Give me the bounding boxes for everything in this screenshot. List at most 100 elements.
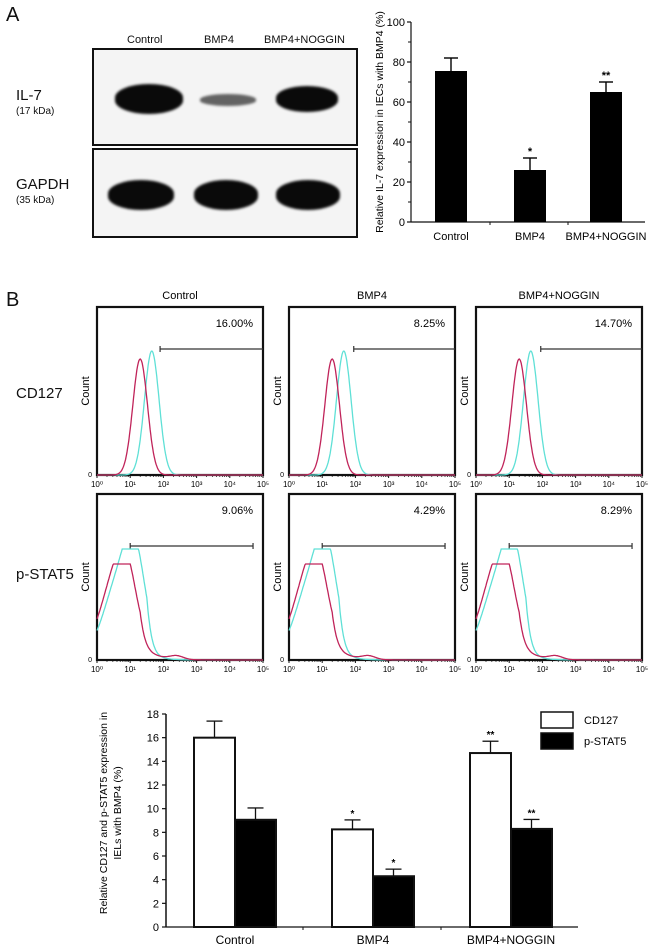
il7-bar bbox=[435, 71, 467, 222]
x-tick-label: 10⁵ bbox=[257, 480, 269, 489]
x-tick-label: 10¹ bbox=[503, 480, 515, 489]
flow-column-title: BMP4+NOGGIN bbox=[519, 290, 600, 302]
bottom-y-tick-label: 18 bbox=[147, 709, 159, 721]
legend-label-p-stat5: p-STAT5 bbox=[584, 736, 626, 748]
legend-swatch-p-stat5 bbox=[540, 732, 574, 750]
count-axis-label: Count bbox=[80, 376, 92, 405]
flow-row-label-pstat5: p-STAT5 bbox=[16, 566, 74, 583]
count-axis-label: Count bbox=[272, 562, 284, 591]
bar-p-stat5 bbox=[234, 818, 277, 928]
bar-p-stat5 bbox=[372, 875, 415, 928]
il7-x-label: Control bbox=[433, 231, 468, 243]
x-tick-label: 10⁴ bbox=[224, 665, 237, 674]
il7-y-tick-label: 20 bbox=[393, 177, 405, 189]
x-tick-label: 10¹ bbox=[503, 665, 515, 674]
zero-label: 0 bbox=[467, 472, 471, 479]
x-tick-label: 10⁰ bbox=[470, 665, 482, 674]
significance-marker: ** bbox=[602, 70, 611, 82]
il7-chart-ylabel-line1: Relative IL-7 expression in IECs with BM… bbox=[374, 11, 386, 233]
x-tick-label: 10³ bbox=[191, 665, 203, 674]
count-axis-label: Count bbox=[459, 562, 471, 591]
x-tick-label: 10⁰ bbox=[283, 665, 295, 674]
bottom-y-tick-label: 12 bbox=[147, 780, 159, 792]
x-tick-label: 10¹ bbox=[316, 480, 328, 489]
band-il7-bmp4 bbox=[200, 94, 256, 106]
x-tick-label: 10² bbox=[158, 480, 170, 489]
x-tick-label: 10⁰ bbox=[283, 480, 295, 489]
gate-percent: 14.70% bbox=[595, 318, 633, 330]
count-axis-label: Count bbox=[80, 562, 92, 591]
isotype-curve bbox=[289, 358, 455, 476]
bottom-y-tick-label: 8 bbox=[153, 827, 159, 839]
bottom-y-tick-label: 0 bbox=[153, 922, 159, 934]
legend-swatch-cd127 bbox=[540, 711, 574, 729]
blot-row-label-il7: IL-7 bbox=[16, 87, 42, 104]
flow-column-title: Control bbox=[162, 290, 197, 302]
gate-percent: 9.06% bbox=[222, 505, 253, 517]
bottom-y-tick-label: 4 bbox=[153, 875, 159, 887]
x-tick-label: 10³ bbox=[191, 480, 203, 489]
panel-a-label: A bbox=[6, 4, 20, 26]
bottom-y-tick-label: 10 bbox=[147, 804, 159, 816]
bar-cd127 bbox=[331, 828, 374, 928]
il7-bar-chart: Relative IL-7 expression in IECs with BM… bbox=[374, 11, 647, 243]
isotype-curve bbox=[288, 563, 455, 661]
band-gapdh-control bbox=[108, 180, 174, 210]
il7-y-tick-label: 60 bbox=[393, 97, 405, 109]
significance-marker: * bbox=[351, 809, 355, 820]
count-axis-label: Count bbox=[459, 376, 471, 405]
band-il7-control bbox=[115, 84, 183, 114]
il7-x-label: BMP4 bbox=[515, 231, 545, 243]
bottom-x-label: BMP4 bbox=[357, 933, 390, 947]
x-tick-label: 10⁴ bbox=[603, 480, 616, 489]
x-tick-label: 10² bbox=[537, 665, 549, 674]
gate-percent: 8.29% bbox=[601, 505, 632, 517]
band-gapdh-bmp4 bbox=[194, 180, 258, 210]
significance-marker: * bbox=[528, 146, 533, 158]
blot-row-size-il7: (17 kDa) bbox=[16, 106, 55, 117]
x-tick-label: 10² bbox=[537, 480, 549, 489]
zero-label: 0 bbox=[280, 657, 284, 664]
isotype-curve bbox=[476, 358, 642, 476]
bottom-y-tick-label: 6 bbox=[153, 851, 159, 863]
zero-label: 0 bbox=[88, 472, 92, 479]
il7-chart-y-ticks: 0 20 40 60 80 100 bbox=[387, 17, 411, 229]
x-tick-label: 10² bbox=[350, 480, 362, 489]
bottom-y-tick-label: 14 bbox=[147, 756, 159, 768]
x-tick-label: 10⁵ bbox=[636, 480, 648, 489]
il7-y-tick-label: 40 bbox=[393, 137, 405, 149]
bottom-y-tick-label: 2 bbox=[153, 898, 159, 910]
count-axis-label: Count bbox=[272, 376, 284, 405]
il7-bar bbox=[590, 92, 622, 222]
il7-x-label: BMP4+NOGGIN bbox=[566, 231, 647, 243]
x-tick-label: 10³ bbox=[570, 480, 582, 489]
il7-y-tick-label: 0 bbox=[399, 217, 405, 229]
significance-marker: ** bbox=[487, 730, 495, 741]
x-tick-label: 10⁴ bbox=[416, 480, 429, 489]
bottom-x-label: Control bbox=[216, 933, 255, 947]
blot-lane-label-control: Control bbox=[127, 34, 163, 46]
x-tick-label: 10³ bbox=[570, 665, 582, 674]
il7-chart-bars: *** bbox=[435, 57, 622, 222]
blot-row-size-gapdh: (35 kDa) bbox=[16, 195, 55, 206]
band-gapdh-bmp4-noggin bbox=[276, 180, 340, 210]
isotype-curve bbox=[475, 563, 642, 661]
panel-b-label: B bbox=[6, 289, 20, 311]
x-tick-label: 10³ bbox=[383, 480, 395, 489]
x-tick-label: 10¹ bbox=[124, 480, 136, 489]
il7-y-tick-label: 80 bbox=[393, 57, 405, 69]
bottom-chart-ylabel-line1: Relative CD127 and p-STAT5 expression in bbox=[98, 712, 110, 914]
zero-label: 0 bbox=[88, 657, 92, 664]
gate-percent: 4.29% bbox=[414, 505, 445, 517]
blot-lane-label-bmp4-noggin: BMP4+NOGGIN bbox=[264, 34, 345, 46]
x-tick-label: 10⁴ bbox=[224, 480, 237, 489]
x-tick-label: 10² bbox=[350, 665, 362, 674]
x-tick-label: 10⁵ bbox=[257, 665, 269, 674]
zero-label: 0 bbox=[467, 657, 471, 664]
x-tick-label: 10⁵ bbox=[636, 665, 648, 674]
bottom-y-tick-label: 16 bbox=[147, 733, 159, 745]
x-tick-label: 10⁵ bbox=[449, 480, 461, 489]
il7-bar bbox=[514, 170, 546, 222]
